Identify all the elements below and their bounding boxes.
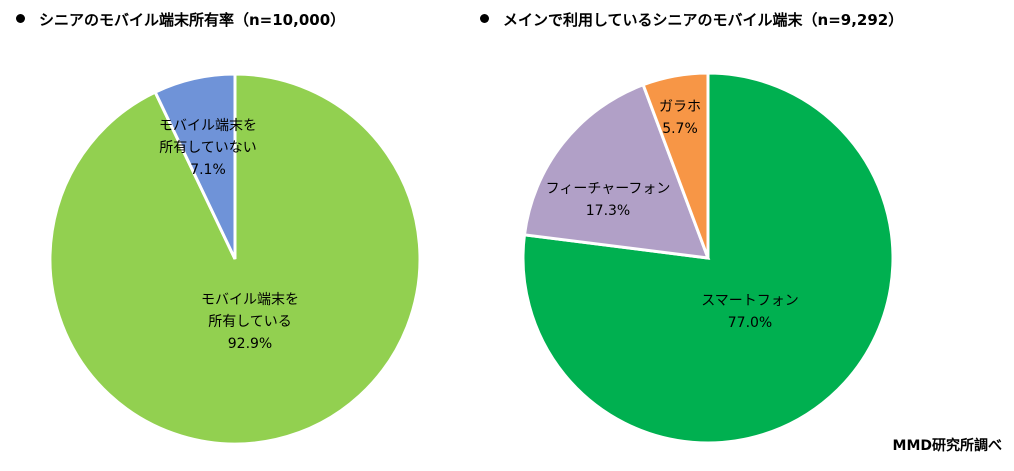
slice-category-label: モバイル端末を [159, 118, 257, 134]
pie-slice [521, 71, 895, 445]
chart-title-main-device: メインで利用しているシニアのモバイル端末（n=9,292） [480, 9, 903, 30]
bullet-icon [16, 14, 25, 23]
bullet-icon [480, 14, 489, 23]
source-note: MMD研究所調べ [892, 438, 1002, 454]
slice-value-label: 17.3% [586, 203, 630, 219]
pie-slice [153, 72, 237, 260]
slice-category-label: フィーチャーフォン [546, 181, 671, 197]
slice-category-label: 所有していない [159, 140, 257, 156]
chart-title-ownership: シニアのモバイル端末所有率（n=10,000） [16, 9, 345, 30]
slice-category-label: ガラホ [659, 99, 701, 115]
slice-value-label: 5.7% [662, 121, 698, 137]
slice-category-label: モバイル端末を [201, 292, 299, 308]
slice-category-label: 所有している [208, 314, 292, 330]
slice-value-label: 77.0% [728, 315, 772, 331]
pie-slice [522, 82, 711, 260]
slice-value-label: 7.1% [190, 162, 226, 178]
slice-category-label: スマートフォン [701, 293, 799, 309]
pie-slice [641, 71, 710, 259]
pie-chart-main-device: スマートフォン 77.0% フィーチャーフォン 17.3% ガラホ 5.7% [521, 71, 895, 445]
slice-value-label: 92.9% [228, 336, 272, 352]
